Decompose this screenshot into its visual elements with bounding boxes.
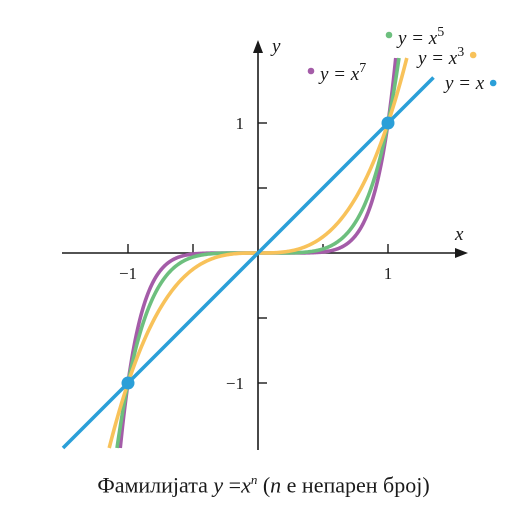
legend-swatch-x3 [469, 51, 477, 59]
caption-rest: е непарен број) [281, 472, 430, 498]
legend: y = x y = x3y = x5 y = x7 [307, 25, 497, 94]
legend-swatch-x7 [307, 67, 315, 75]
legend-label-x5: y = x5 [396, 25, 444, 49]
x-tick-label: −1 [119, 264, 137, 283]
legend-swatch-x1 [489, 79, 497, 87]
series-line-x1 [61, 76, 435, 450]
x-tick-label: 1 [384, 264, 393, 283]
caption-equals: = [223, 472, 242, 498]
y-tick-label: 1 [236, 114, 245, 133]
intersection-point [381, 116, 395, 130]
legend-label-x1: y = x [443, 73, 485, 94]
x-axis-label: x [454, 224, 464, 245]
figure-caption: Фамилијата y =xn (n е непарен број) [0, 472, 527, 498]
y-tick-label: −1 [226, 374, 244, 393]
points-layer [121, 116, 395, 390]
x-axis-arrow-icon [455, 248, 468, 258]
y-axis-arrow-icon [253, 40, 263, 53]
caption-open-paren: ( [257, 472, 271, 498]
legend-label-x7: y = x7 [318, 61, 366, 85]
caption-var-x: x [241, 472, 251, 498]
caption-var-y: y [213, 472, 224, 498]
intersection-point [121, 376, 135, 390]
caption-exponent-n: n [250, 472, 258, 487]
caption-prefix: Фамилијата [97, 472, 214, 498]
legend-swatch-x5 [385, 31, 393, 39]
y-axis-label: y [270, 36, 281, 57]
caption-var-n: n [270, 472, 282, 498]
ticks: −1 1 −1 1 [119, 114, 392, 393]
legend-label-x3: y = x3 [416, 45, 464, 69]
